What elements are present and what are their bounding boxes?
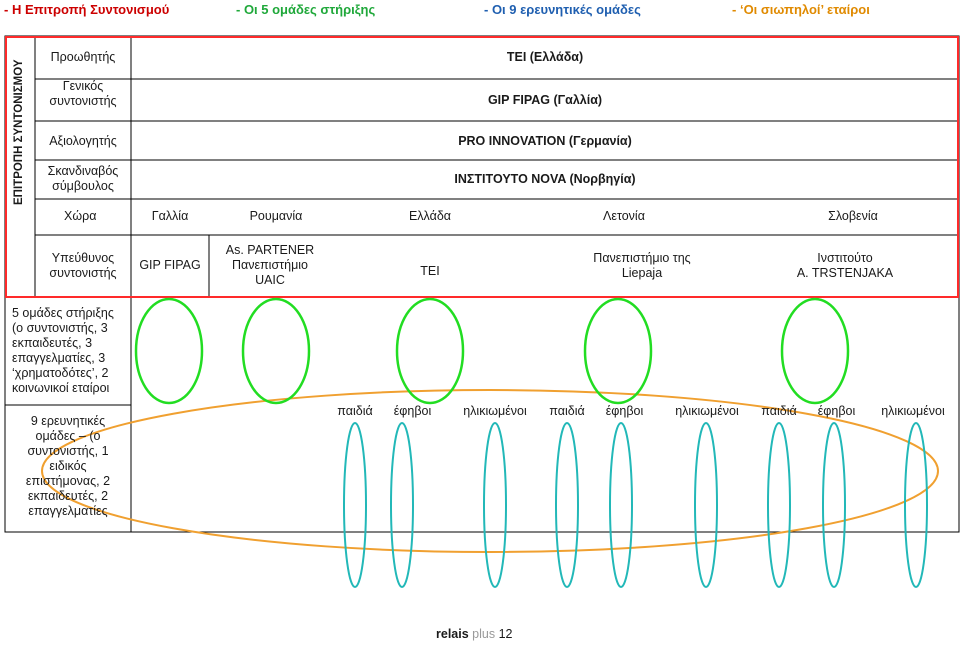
footer-plus: plus [472,627,496,641]
coordination-committee-label: ΕΠΙΤΡΟΠΗ ΣΥΝΤΟΝΙΣΜΟΥ [13,59,25,205]
research-group-ellipse-6 [694,422,718,588]
age-group-label-3: ηλικιωμένοι [463,404,527,418]
research-group-ellipse-9 [904,422,928,588]
support-groups-line6: κοινωνικοί εταίροι [12,381,110,395]
coordinator-greece: ΤΕΙ [420,264,440,278]
support-groups-line2: (ο συντονιστής, 3 [12,321,108,335]
coordinator-row-label-line2: συντονιστής [49,266,117,280]
support-group-ellipse-greece [395,297,465,405]
footer: relais plus 12 [436,627,512,641]
legend-support-groups: - Οι 5 ομάδες στήριξης [236,2,376,17]
research-group-ellipse-8 [822,422,846,588]
support-groups-line1: 5 ομάδες στήριξης [12,306,114,320]
coordinator-romania-line2: Πανεπιστήμιο [231,258,308,272]
research-group-ellipse-7 [767,422,791,588]
age-group-label-9: ηλικιωμένοι [881,404,945,418]
age-group-label-7: παιδιά [761,404,797,418]
country-romania: Ρουμανία [249,209,303,223]
age-group-label-8: έφηβοι [817,404,856,418]
country-slovenia: Σλοβενία [828,209,878,223]
role-label-scandinavian-advisor-line1: Σκανδιναβός [47,164,119,178]
role-label-evaluator: Αξιολογητής [49,134,117,148]
research-group-ellipse-1 [343,422,367,588]
age-group-label-6: ηλικιωμένοι [675,404,739,418]
research-group-ellipse-2 [390,422,414,588]
support-groups-line4: επαγγελματίες, 3 [12,351,106,365]
research-group-ellipse-5 [609,422,633,588]
coordinator-romania: As. PARTENER Πανεπιστήμιο UAIC [215,243,325,288]
age-group-label-5: έφηβοι [605,404,644,418]
age-group-label-2: έφηβοι [393,404,432,418]
research-groups-line5: επιστήμονας, 2 [25,474,111,488]
research-groups-line4: ειδικός [49,459,87,473]
role-label-scandinavian-advisor: Σκανδιναβός σύμβουλος [35,164,131,194]
age-group-label-4: παιδιά [549,404,585,418]
country-greece: Ελλάδα [408,209,452,223]
footer-brand: relais [436,627,469,641]
role-value-promoter: ΤΕΙ (Ελλάδα) [506,50,584,64]
coordinator-slovenia-line2: A. TRSTENJAKA [796,266,894,280]
support-groups-line3: εκπαιδευτές, 3 [12,336,93,350]
coordinator-romania-line1: As. PARTENER [225,243,315,257]
research-groups-line7: επαγγελματίες [28,504,108,518]
country-row-label: Χώρα [64,209,97,223]
legend-research-groups: - Οι 9 ερευνητικές ομάδες [484,2,641,17]
age-group-label-1: παιδιά [337,404,373,418]
role-label-general-coordinator-line1: Γενικός [62,79,104,93]
research-groups-line1: 9 ερευνητικές [30,414,106,428]
table-grid [4,35,960,533]
role-value-general-coordinator: GIP FIPAG (Γαλλία) [487,93,603,107]
role-label-general-coordinator: Γενικός συντονιστής [35,79,131,109]
research-groups-line3: συντονιστής, 1 [27,444,109,458]
coordinator-france: GIP FIPAG [139,258,201,272]
role-label-promoter: Προωθητής [50,50,116,64]
support-groups-description: 5 ομάδες στήριξης (ο συντονιστής, 3 εκπα… [12,306,114,396]
research-groups-description: 9 ερευνητικές ομάδες – (ο συντονιστής, 1… [5,414,131,519]
support-groups-line5: ‘χρηματοδότες’, 2 [12,366,109,380]
coordinator-row-label-line1: Υπεύθυνος [51,251,115,265]
support-group-ellipse-latvia [583,297,653,405]
support-group-ellipse-slovenia [780,297,850,405]
role-label-scandinavian-advisor-line2: σύμβουλος [52,179,114,193]
role-value-evaluator: PRO INNOVATION (Γερμανία) [458,134,632,148]
research-groups-line2: ομάδες – (ο [35,429,101,443]
role-label-general-coordinator-line2: συντονιστής [49,94,117,108]
coordinator-slovenia: Ινστιτούτο A. TRSTENJAKA [790,251,900,281]
role-value-scandinavian-advisor: ΙΝΣΤΙΤΟΥΤΟ NOVA (Νορβηγία) [454,172,636,186]
support-group-ellipse-romania [241,297,311,405]
research-group-ellipse-3 [483,422,507,588]
research-groups-line6: εκπαιδευτές, 2 [27,489,109,503]
coordinator-latvia: Πανεπιστήμιο της Liepaja [578,251,706,281]
footer-page-number: 12 [498,627,513,641]
research-group-ellipse-4 [555,422,579,588]
coordinator-latvia-line2: Liepaja [621,266,663,280]
coordination-committee-border [5,36,959,298]
coordinator-slovenia-line1: Ινστιτούτο [817,251,873,265]
support-group-ellipse-france [134,297,204,405]
coordinator-latvia-line1: Πανεπιστήμιο της [593,251,691,265]
legend-silent-partners: - ‘Οι σιωπηλοί’ εταίροι [732,2,870,17]
country-latvia: Λετονία [603,209,645,223]
legend-coordination-committee: - Η Επιτροπή Συντονισμού [4,2,170,17]
coordinator-romania-line3: UAIC [255,273,285,287]
country-france: Γαλλία [151,209,189,223]
coordinator-row-label: Υπεύθυνος συντονιστής [35,251,131,281]
silent-partners-ellipse [41,389,939,553]
